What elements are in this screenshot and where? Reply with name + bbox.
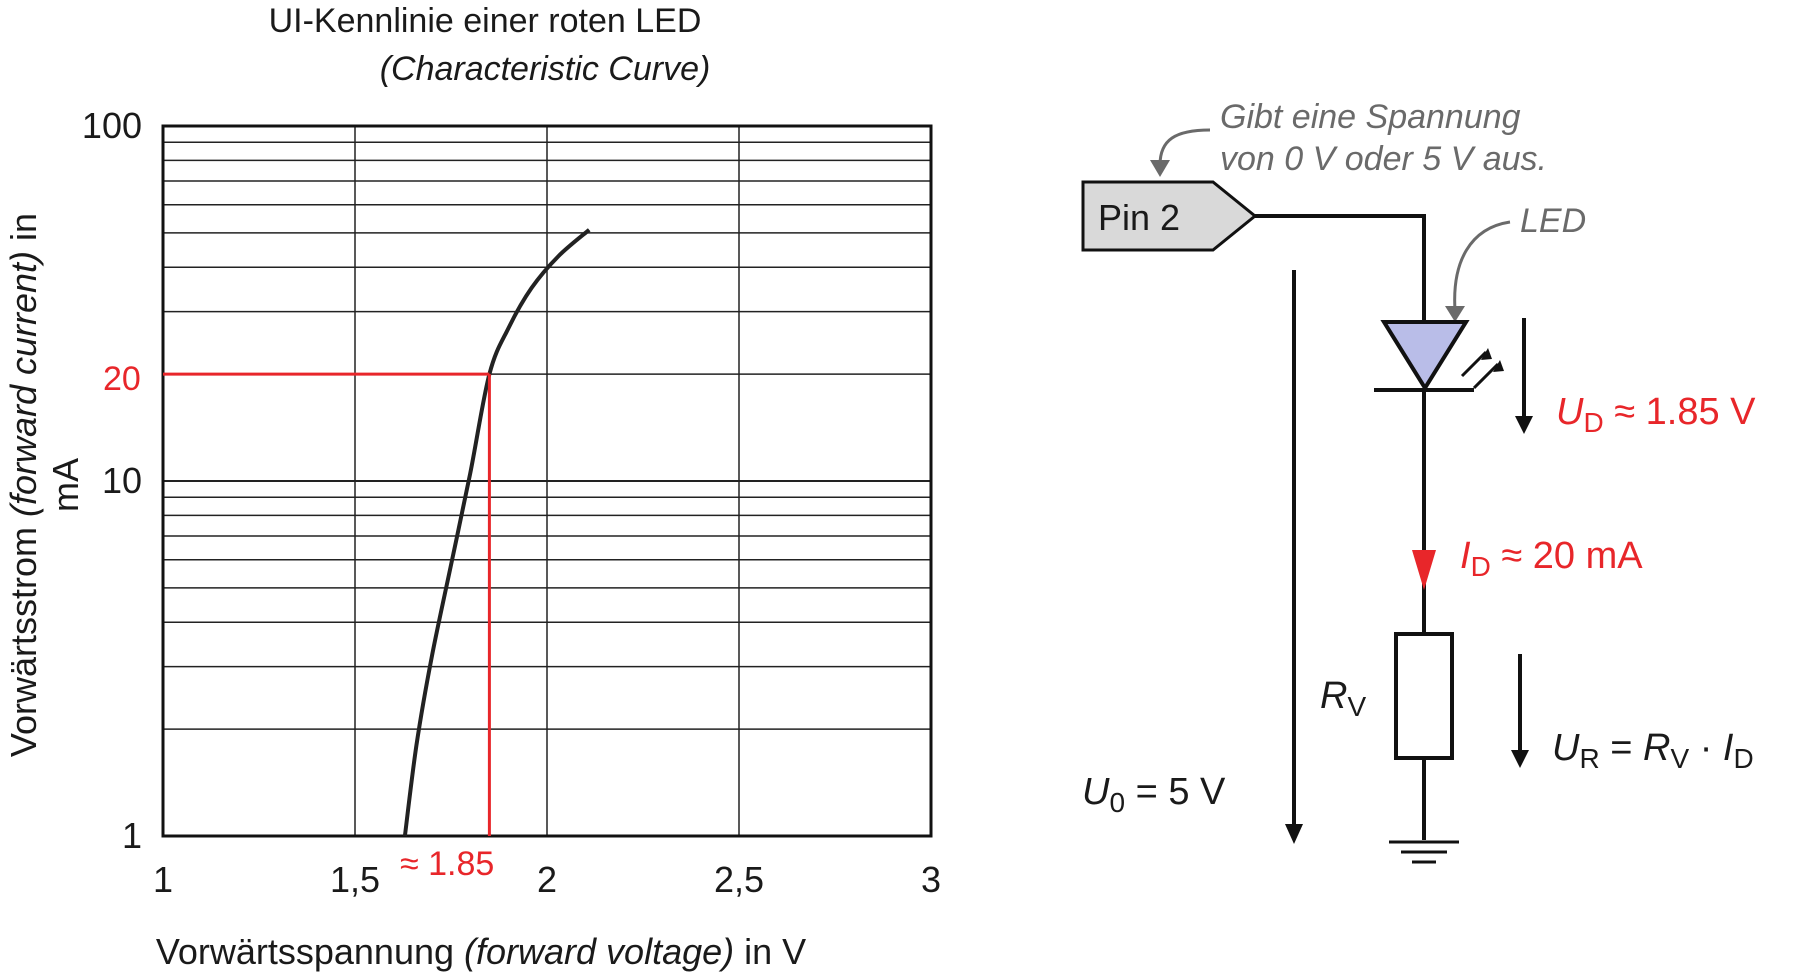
- ur-label: UR = RV · ID: [1552, 727, 1754, 774]
- y-tick-label: 10: [102, 460, 142, 501]
- led-triangle: [1380, 320, 1470, 392]
- rv-symbol: R: [1320, 675, 1347, 717]
- plot-frame: [161, 124, 933, 838]
- ur-symbol-i: I: [1723, 727, 1734, 769]
- y-axis-label-main: Vorwärtsstrom: [3, 517, 44, 757]
- y-tick-labels: 1 10 100: [82, 105, 142, 856]
- pin-note-line1: Gibt eine Spannung: [1220, 98, 1521, 136]
- led-ray-arrowhead-1: [1481, 348, 1492, 360]
- x-axis-label-main: Vorwärtsspannung: [156, 931, 464, 972]
- y-tick-label: 100: [82, 105, 142, 146]
- pin-note-arrowhead: [1150, 160, 1170, 177]
- y-axis-label: Vorwärtsstrom (forward current) in mA: [3, 213, 86, 757]
- id-subscript: D: [1471, 551, 1491, 582]
- y-axis-label-italic: (forward current): [3, 251, 44, 517]
- chart-title: UI-Kennlinie einer roten LED: [269, 2, 702, 40]
- pin-note-arrow: [1158, 128, 1211, 166]
- id-symbol: I: [1460, 535, 1471, 577]
- chart: UI-Kennlinie einer roten LED (Characteri…: [3, 2, 941, 972]
- ur-subscript: R: [1579, 743, 1599, 774]
- x-tick-label: 2: [537, 859, 557, 900]
- marker-x-label: ≈ 1.85: [400, 845, 494, 883]
- ud-symbol: U: [1556, 391, 1584, 433]
- ground-symbol: [1389, 840, 1459, 864]
- pin-note-line2: von 0 V oder 5 V aus.: [1220, 140, 1547, 178]
- u0-symbol: U: [1082, 771, 1110, 813]
- id-current-arrowhead: [1412, 550, 1436, 590]
- marker-y-label: 20: [103, 360, 141, 398]
- x-tick-label: 3: [921, 859, 941, 900]
- led-label: LED: [1520, 202, 1586, 240]
- y-axis-label-in: in: [3, 213, 44, 251]
- led-ray-arrowhead-2: [1493, 360, 1504, 372]
- x-axis-label-unit: in V: [734, 931, 806, 972]
- circuit: Gibt eine Spannung von 0 V oder 5 V aus.…: [1081, 98, 1756, 864]
- x-tick-label: 1: [153, 859, 173, 900]
- ud-arrowhead: [1515, 416, 1533, 434]
- id-value: ≈ 20 mA: [1491, 535, 1643, 577]
- x-axis-label: Vorwärtsspannung (forward voltage) in V: [156, 931, 806, 972]
- ud-label: UD ≈ 1.85 V: [1556, 391, 1756, 438]
- ur-subscript-d: D: [1733, 743, 1753, 774]
- pin-box: [1081, 180, 1258, 252]
- rv-label: RV: [1320, 675, 1366, 722]
- x-tick-label: 2,5: [714, 859, 764, 900]
- ur-equals: =: [1600, 727, 1643, 769]
- led-label-arrowhead: [1445, 306, 1465, 322]
- ur-subscript-v: V: [1670, 743, 1689, 774]
- pin-label: Pin 2: [1098, 197, 1180, 238]
- x-tick-labels: 1 1,5 2 2,5 3: [153, 859, 941, 900]
- u0-subscript: 0: [1109, 787, 1125, 818]
- u0-label: U0 = 5 V: [1082, 771, 1226, 818]
- y-tick-label: 1: [122, 815, 142, 856]
- id-label: ID ≈ 20 mA: [1460, 535, 1643, 582]
- iv-curve: [402, 228, 591, 837]
- ur-arrowhead: [1511, 750, 1529, 768]
- x-axis-label-italic: (forward voltage): [464, 931, 734, 972]
- ud-subscript: D: [1583, 407, 1603, 438]
- y-axis-unit: mA: [45, 458, 86, 512]
- wire-top: [1255, 214, 1426, 320]
- chart-subtitle: (Characteristic Curve): [380, 50, 711, 88]
- led-emission-rays: [1460, 350, 1500, 390]
- ur-dot: ·: [1689, 727, 1723, 769]
- led-label-arrow: [1453, 220, 1511, 311]
- x-tick-label: 1,5: [330, 859, 380, 900]
- ur-symbol: U: [1552, 727, 1580, 769]
- svg-text:Vorwärtsstrom (forward current: Vorwärtsstrom (forward current) in: [3, 213, 44, 757]
- u0-arrowhead: [1285, 824, 1303, 844]
- ud-value: ≈ 1.85 V: [1604, 391, 1756, 433]
- u0-value: = 5 V: [1125, 771, 1226, 813]
- chart-grid: [163, 126, 931, 836]
- resistor: [1394, 632, 1454, 760]
- ur-symbol-r: R: [1643, 727, 1670, 769]
- rv-subscript: V: [1347, 691, 1366, 722]
